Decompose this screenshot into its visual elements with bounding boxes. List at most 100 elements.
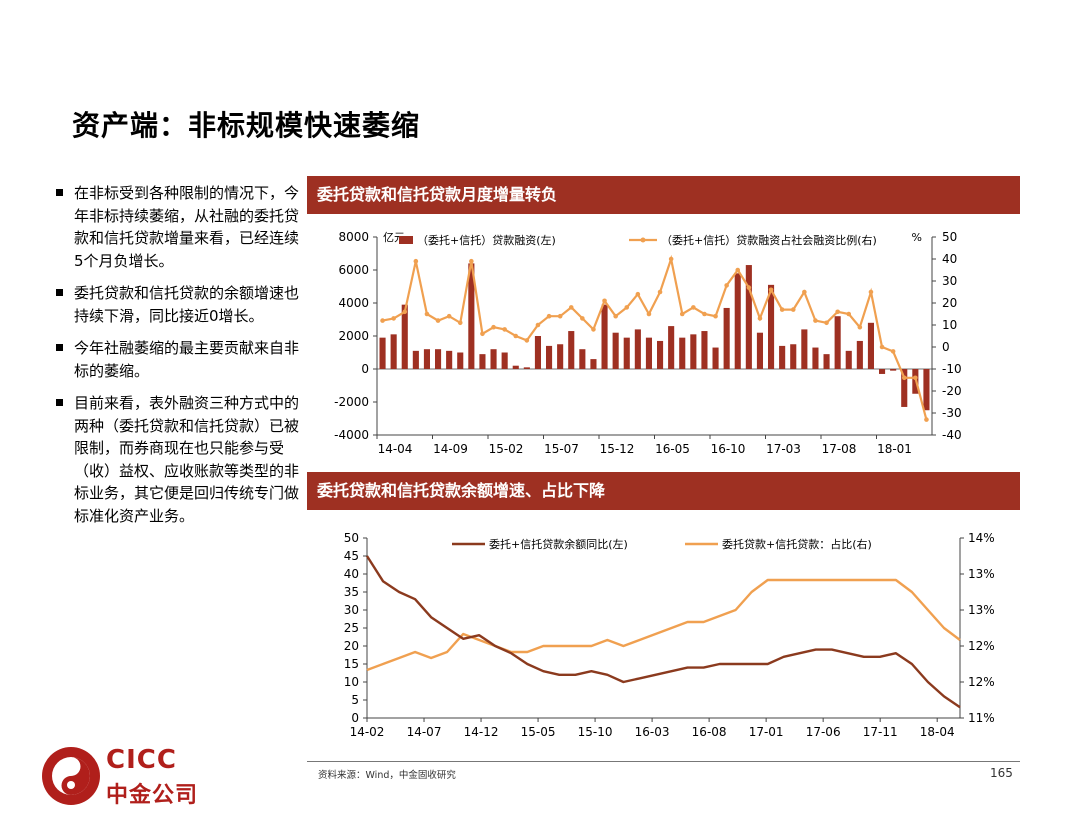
x-tick-label: 14-09 <box>433 442 468 456</box>
x-tick-label: 18-01 <box>877 442 912 456</box>
bar <box>512 365 519 369</box>
square-bullet-icon <box>56 344 63 351</box>
x-tick-label: 15-02 <box>489 442 524 456</box>
legend-label-bar: （委托+信托）贷款融资(左) <box>417 233 556 247</box>
x-tick-label: 15-12 <box>600 442 635 456</box>
line-point <box>857 324 863 330</box>
y-right-tick-label: 10 <box>942 318 957 332</box>
bar <box>734 273 741 369</box>
bar <box>834 316 841 369</box>
line-point <box>802 289 807 295</box>
bar <box>490 349 497 369</box>
line-point <box>890 349 896 354</box>
line-point <box>391 316 396 321</box>
bullet-item: 目前来看，表外融资三种方式中的两种（委托贷款和信托贷款）已被限制，而券商现在也只… <box>56 392 301 527</box>
series-line-share <box>366 578 961 672</box>
y-right-tick-label: 13% <box>968 603 995 617</box>
x-tick-label: 14-02 <box>350 725 385 739</box>
y-left-tick-label: 15 <box>344 657 359 671</box>
bar <box>545 345 553 369</box>
x-tick-label: 16-05 <box>655 442 690 456</box>
line-point <box>568 305 574 310</box>
bar <box>701 331 708 369</box>
line-point <box>602 298 607 304</box>
y-left-tick-label: 50 <box>344 531 359 545</box>
y-left-tick-label: 0 <box>351 711 359 725</box>
line-point <box>457 320 463 326</box>
y-left-tick-label: 4000 <box>338 296 369 310</box>
bar <box>501 352 508 369</box>
y-right-tick-label: -40 <box>942 428 962 442</box>
series-line <box>382 254 928 420</box>
line-point <box>835 309 840 315</box>
x-tick-label: 18-04 <box>920 725 955 739</box>
line-point <box>524 338 530 343</box>
bar <box>801 329 808 369</box>
bar <box>756 332 764 369</box>
bar <box>390 334 397 369</box>
line-point <box>413 258 419 264</box>
bar <box>901 369 908 407</box>
bar <box>579 349 586 369</box>
y-left-tick-label: 20 <box>344 639 359 653</box>
page-number: 165 <box>990 766 1013 780</box>
x-tick-label: 15-07 <box>544 442 579 456</box>
x-tick-label: 16-03 <box>635 725 670 739</box>
bar <box>679 337 686 369</box>
line-point <box>435 318 441 323</box>
line-point <box>702 311 707 317</box>
bar <box>790 344 797 369</box>
bar <box>401 304 408 369</box>
x-tick-label: 17-03 <box>766 442 801 456</box>
x-tick-label: 17-11 <box>863 725 898 739</box>
bar <box>590 359 597 369</box>
y-right-tick-label: 12% <box>968 675 995 689</box>
y-right-tick-label: 40 <box>942 252 957 266</box>
y-left-tick-label: 0 <box>361 362 369 376</box>
y-left-tick-label: 10 <box>344 675 359 689</box>
y-right-tick-label: 14% <box>968 531 995 545</box>
footer-divider <box>307 761 1020 762</box>
y-left-tick-label: 8000 <box>338 230 369 244</box>
logo-text-cn: 中金公司 <box>106 783 199 808</box>
line-point <box>713 313 718 319</box>
bar <box>423 349 431 369</box>
bar <box>434 349 442 369</box>
y-right-unit: % <box>912 231 922 244</box>
y-left-tick-label: 2000 <box>338 329 369 343</box>
line-point <box>591 327 596 332</box>
y-right-tick-label: 20 <box>942 296 957 310</box>
legend-swatch-point <box>640 237 646 243</box>
y-right-tick-label: 0 <box>942 340 950 354</box>
bullet-text: 在非标受到各种限制的情况下，今年非标持续萎缩，从社融的委托贷款和信托贷款增量来看… <box>74 184 300 270</box>
line-point <box>402 309 408 315</box>
line-point <box>824 320 829 326</box>
x-tick-label: 17-08 <box>822 442 857 456</box>
line-point <box>757 316 763 321</box>
bar <box>812 347 819 369</box>
x-tick-label: 15-05 <box>521 725 556 739</box>
line-point <box>646 311 652 317</box>
line-point <box>535 322 541 328</box>
cicc-logo-icon <box>42 747 100 805</box>
x-tick-label: 14-07 <box>407 725 442 739</box>
y-left-tick-label: 6000 <box>338 263 369 277</box>
bar <box>379 337 386 369</box>
chart-1-title: 委托贷款和信托贷款月度增量转负 <box>307 176 1020 214</box>
line-point <box>679 311 685 317</box>
y-left-tick-label: 30 <box>344 603 359 617</box>
bullet-list: 在非标受到各种限制的情况下，今年非标持续萎缩，从社融的委托贷款和信托贷款增量来看… <box>56 182 301 537</box>
bullet-item: 委托贷款和信托贷款的余额增速也持续下滑，同比接近0增长。 <box>56 282 301 327</box>
line-point <box>546 313 552 319</box>
x-tick-label: 14-04 <box>378 442 413 456</box>
y-left-tick-label: -2000 <box>334 395 369 409</box>
bar <box>767 284 775 369</box>
line-point <box>901 375 907 381</box>
x-tick-label: 16-10 <box>711 442 746 456</box>
bar <box>557 344 564 369</box>
bar <box>479 354 486 369</box>
bar <box>745 265 752 369</box>
bar <box>534 336 542 369</box>
line-point <box>779 307 785 312</box>
y-right-tick-label: 11% <box>968 711 995 725</box>
